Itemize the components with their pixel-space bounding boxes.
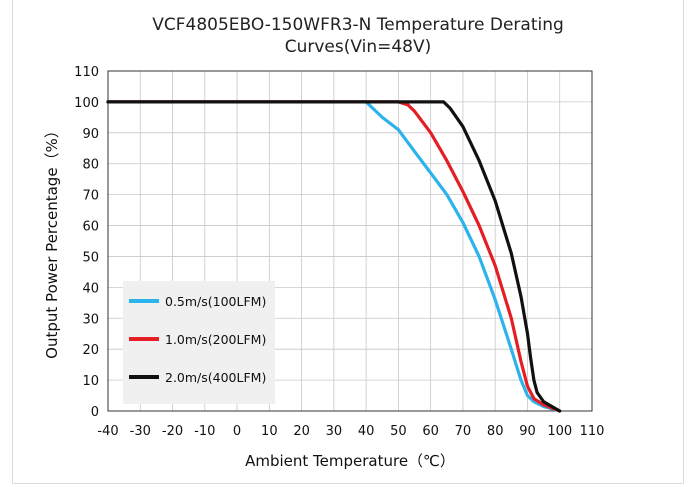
legend-label-3: 2.0m/s(400LFM) bbox=[165, 370, 266, 385]
y-tick-label: 30 bbox=[82, 312, 99, 327]
legend: 0.5m/s(100LFM) 1.0m/s(200LFM) 2.0m/s(400LF… bbox=[123, 281, 275, 404]
series-line-2 bbox=[106, 100, 562, 413]
legend-label-1: 0.5m/s(100LFM) bbox=[165, 294, 266, 309]
series-lines bbox=[106, 100, 562, 413]
y-tick-labels: 0 10 20 30 40 50 60 70 80 90 100 110 bbox=[74, 65, 99, 420]
x-tick-label: 30 bbox=[326, 424, 343, 439]
series-line-1 bbox=[106, 100, 562, 413]
x-tick-label: 20 bbox=[293, 424, 310, 439]
y-tick-label: 100 bbox=[74, 96, 99, 111]
chart-frame bbox=[12, 0, 684, 484]
y-tick-label: 110 bbox=[74, 65, 99, 80]
y-tick-label: 10 bbox=[82, 374, 99, 389]
x-axis-label: Ambient Temperature（℃） bbox=[245, 452, 455, 470]
y-tick-label: 20 bbox=[82, 343, 99, 358]
x-tick-label: -20 bbox=[162, 424, 183, 439]
x-tick-label: -10 bbox=[194, 424, 215, 439]
y-axis-label: Output Power Percentage（%） bbox=[43, 123, 61, 359]
x-tick-label: 60 bbox=[422, 424, 439, 439]
x-tick-label: 110 bbox=[580, 424, 605, 439]
x-tick-label: 80 bbox=[487, 424, 504, 439]
y-tick-label: 40 bbox=[82, 281, 99, 296]
x-tick-label: 0 bbox=[233, 424, 241, 439]
y-tick-label: 80 bbox=[82, 158, 99, 173]
x-tick-label: 50 bbox=[390, 424, 407, 439]
chart-title-line-1: VCF4805EBO-150WFR3-N Temperature Deratin… bbox=[152, 15, 564, 35]
plot-area bbox=[107, 70, 593, 412]
y-tick-label: 60 bbox=[82, 220, 99, 235]
x-tick-label: 10 bbox=[261, 424, 278, 439]
y-tick-label: 50 bbox=[82, 250, 99, 265]
x-tick-label: -40 bbox=[97, 424, 118, 439]
x-tick-labels: -40 -30 -20 -10 0 10 20 30 40 50 60 70 80 90 100 110 bbox=[97, 424, 604, 439]
y-tick-label: 90 bbox=[82, 127, 99, 142]
x-tick-label: 100 bbox=[547, 424, 572, 439]
legend-label-2: 1.0m/s(200LFM) bbox=[165, 332, 266, 347]
x-tick-label: 90 bbox=[519, 424, 536, 439]
series-line-3 bbox=[106, 100, 562, 413]
chart-title-line-2: Curves(Vin=48V) bbox=[285, 37, 432, 57]
x-tick-label: 70 bbox=[455, 424, 472, 439]
x-tick-label: 40 bbox=[358, 424, 375, 439]
y-tick-label: 70 bbox=[82, 189, 99, 204]
x-tick-label: -30 bbox=[130, 424, 151, 439]
y-tick-label: 0 bbox=[91, 405, 99, 420]
